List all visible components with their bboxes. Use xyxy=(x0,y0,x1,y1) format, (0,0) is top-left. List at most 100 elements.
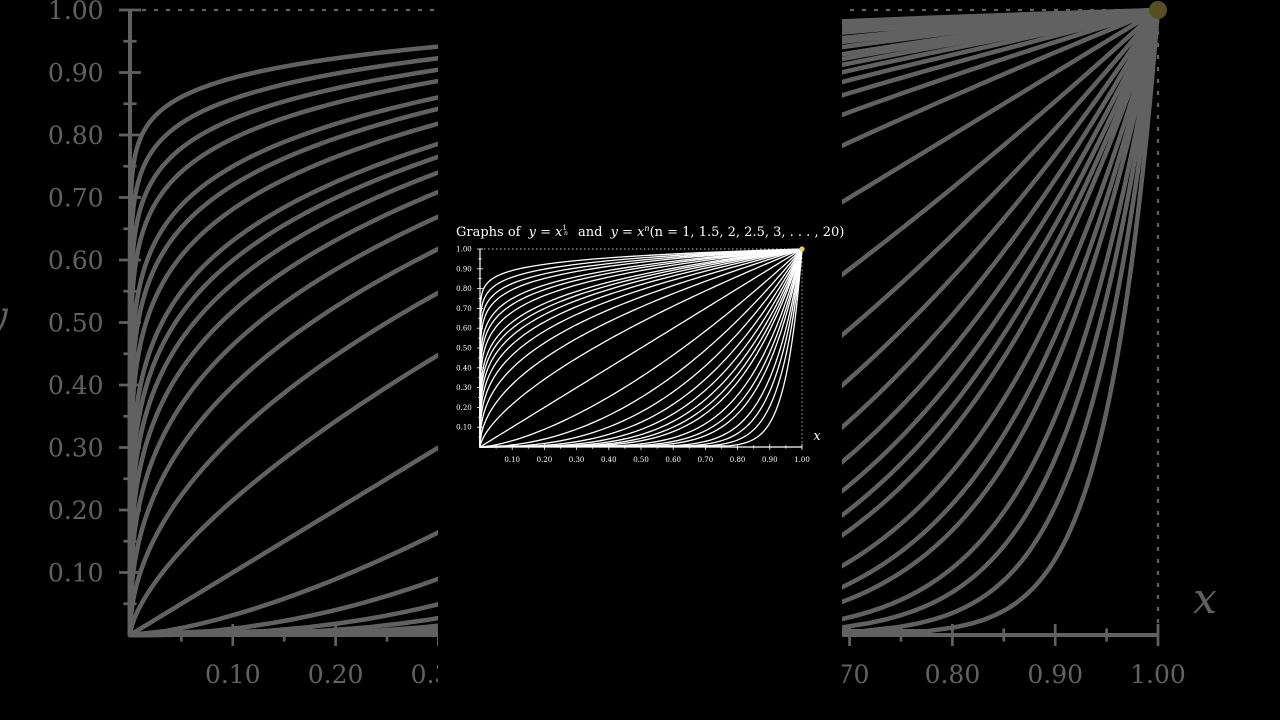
root-curve xyxy=(842,7,1161,149)
x-tick-label: .70 xyxy=(830,660,870,689)
power-curve xyxy=(479,248,803,448)
power-curve xyxy=(842,7,1161,466)
root-curve xyxy=(127,67,438,638)
y-tick-label: 0.60 xyxy=(48,246,104,275)
y-tick-label: 0.10 xyxy=(48,558,104,587)
root-curve xyxy=(127,121,438,638)
background-left-fragment: 0.100.200.30.700.800.901.000.100.200.300… xyxy=(48,0,467,689)
power-curve xyxy=(842,7,1161,339)
power-curve xyxy=(842,7,1161,495)
y-tick-label: 0.90 xyxy=(48,58,104,87)
power-curve xyxy=(479,248,803,448)
power-curve xyxy=(479,248,803,448)
x-tick-label: 0.20 xyxy=(537,456,553,464)
y-tick-label: 0.50 xyxy=(48,308,104,337)
power-curve xyxy=(842,7,1161,590)
x-tick-label: 0.80 xyxy=(730,456,746,464)
x-tick-label: 0.90 xyxy=(762,456,778,464)
highlight-point xyxy=(799,246,805,252)
power-curve xyxy=(842,7,1161,634)
chart-title: Graphs of y = x1 n and y = xn(n = 1, 1.5,… xyxy=(456,224,844,240)
root-curve xyxy=(842,7,1161,205)
root-curve xyxy=(127,214,438,638)
power-curve xyxy=(842,7,1161,519)
root-curve xyxy=(127,290,438,638)
x-tick-label: 0.70 xyxy=(698,456,714,464)
x-tick-label: 1.00 xyxy=(1130,660,1186,689)
y-tick-label: 0.50 xyxy=(456,344,472,352)
y-tick-label: 0.90 xyxy=(456,265,472,273)
power-curve xyxy=(479,248,803,448)
x-tick-label: 0.30 xyxy=(569,456,585,464)
y-tick-label: 0.60 xyxy=(456,325,472,333)
root-curve xyxy=(479,248,803,448)
power-curve xyxy=(479,248,803,448)
root-curve xyxy=(479,248,803,448)
power-curve xyxy=(479,248,803,448)
root-curve xyxy=(479,248,803,448)
root-curve xyxy=(127,106,438,638)
power-curve xyxy=(842,7,1161,278)
y-tick-label: 0.80 xyxy=(48,121,104,150)
x-tick-label: 0.10 xyxy=(504,456,520,464)
root-curve xyxy=(127,189,438,638)
root-curve xyxy=(127,44,438,638)
y-tick-label: 0.30 xyxy=(48,433,104,462)
power-curve xyxy=(479,248,803,448)
power-curve xyxy=(479,248,803,448)
y-tick-label: 0.70 xyxy=(456,305,472,313)
y-tick-label: 0.30 xyxy=(456,384,472,392)
root-curve xyxy=(479,248,803,448)
power-curve xyxy=(479,248,803,448)
power-curve xyxy=(479,248,803,448)
highlight-point xyxy=(1149,1,1167,19)
root-curve xyxy=(127,352,438,638)
root-curve xyxy=(127,141,438,638)
x-tick-label: 0.60 xyxy=(665,456,681,464)
background-x-axis-label: x xyxy=(1193,574,1217,623)
power-curve xyxy=(842,7,1161,605)
x-tick-label: 0.90 xyxy=(1027,660,1083,689)
root-curve xyxy=(842,7,1161,118)
x-tick-label: 0.40 xyxy=(601,456,617,464)
y-tick-label: 0.40 xyxy=(48,371,104,400)
y-tick-label: 0.20 xyxy=(456,404,472,412)
root-curve xyxy=(127,246,438,638)
x-tick-label: 1.00 xyxy=(794,456,810,464)
y-tick-label: 0.70 xyxy=(48,183,104,212)
y-tick-label: 1.00 xyxy=(48,0,104,25)
y-tick-label: 0.80 xyxy=(456,285,472,293)
root-curve xyxy=(479,248,803,448)
x-tick-label: 0.30 xyxy=(411,660,467,689)
root-curve xyxy=(127,154,438,638)
power-curve xyxy=(842,7,1161,622)
root-curve xyxy=(127,56,438,638)
x-tick-label: 0.50 xyxy=(633,456,649,464)
power-curve xyxy=(479,248,803,448)
x-axis-label: x xyxy=(813,429,821,444)
center-panel xyxy=(438,0,842,720)
power-curve xyxy=(842,7,1161,569)
power-curve xyxy=(479,248,803,448)
power-curve xyxy=(842,7,1161,630)
power-curve xyxy=(842,7,1161,431)
root-curve xyxy=(127,95,438,638)
power-curve xyxy=(842,7,1161,539)
y-tick-label: 0.20 xyxy=(48,496,104,525)
power-curve xyxy=(479,248,803,448)
root-curve xyxy=(479,248,803,448)
x-tick-label: 0.10 xyxy=(205,660,261,689)
x-tick-label: 0.80 xyxy=(925,660,981,689)
power-curve xyxy=(842,7,1161,389)
y-tick-label: 0.40 xyxy=(456,364,472,372)
root-curve xyxy=(127,170,438,638)
power-curve xyxy=(842,7,1161,634)
background-y-axis-label: y xyxy=(0,291,9,340)
power-curve xyxy=(479,248,803,448)
root-curve xyxy=(127,445,438,638)
background-right-fragment: 0.100.200.30.700.800.901.00 xyxy=(830,1,1186,689)
y-tick-label: 1.00 xyxy=(456,245,472,253)
